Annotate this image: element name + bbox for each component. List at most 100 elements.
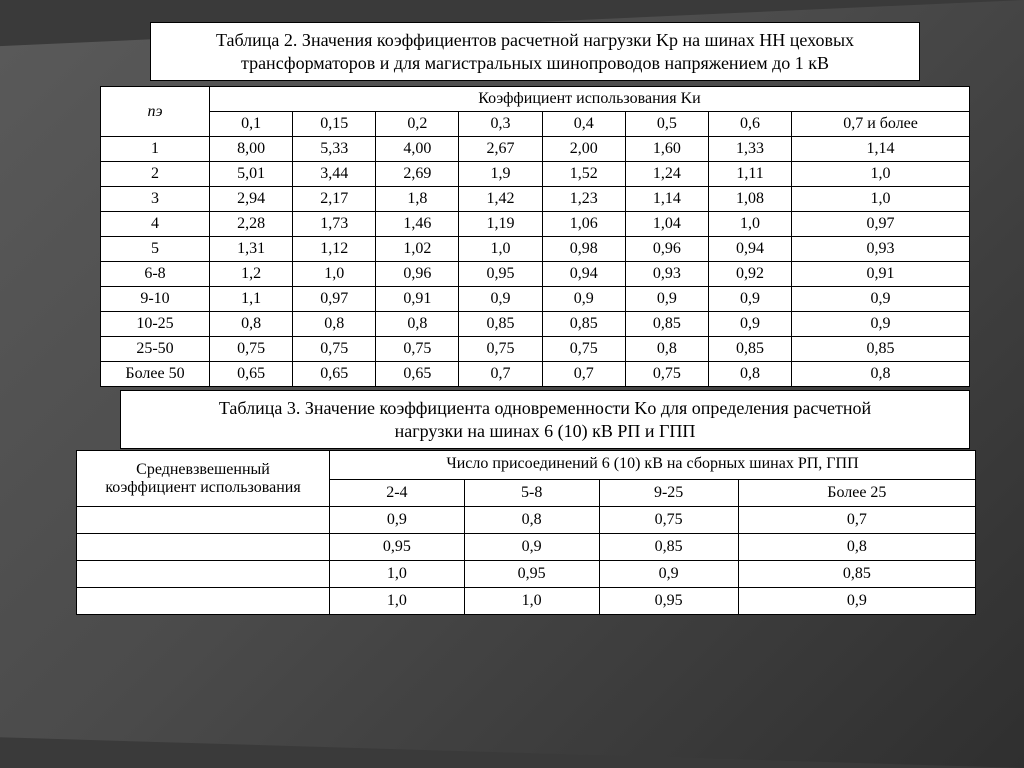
slide-stage: Таблица 2. Значения коэффициентов расчет…: [0, 0, 1024, 768]
table2-row: 25,013,442,691,91,521,241,111,0: [101, 162, 970, 187]
table2-row-label: 2: [101, 162, 210, 187]
table2-cell: 1,0: [792, 187, 970, 212]
table2-cell: 0,65: [293, 362, 376, 387]
table2-row-label: 10-25: [101, 312, 210, 337]
table3-header-row1: Средневзвешенный коэффициент использован…: [77, 451, 976, 480]
table2-cell: 1,08: [708, 187, 791, 212]
table2-col: 0,6: [708, 112, 791, 137]
table3-col: 9-25: [599, 480, 738, 507]
table2-cell: 0,96: [625, 237, 708, 262]
table2-cell: 1,11: [708, 162, 791, 187]
table2-cell: 1,14: [792, 137, 970, 162]
table2-cell: 1,60: [625, 137, 708, 162]
table2-cell: 0,7: [542, 362, 625, 387]
table2-cell: 0,75: [625, 362, 708, 387]
table3-row-label: [77, 507, 330, 534]
table2-cell: 0,94: [542, 262, 625, 287]
table2-cell: 0,91: [376, 287, 459, 312]
table2-cell: 0,85: [625, 312, 708, 337]
table2-colgroup-label: Коэффициент использования Kи: [210, 87, 970, 112]
table3-row-label: [77, 561, 330, 588]
table2-cell: 1,9: [459, 162, 542, 187]
table2-cell: 1,12: [293, 237, 376, 262]
table3-cell: 1,0: [330, 588, 465, 615]
table2-row-label: 3: [101, 187, 210, 212]
table2-cell: 0,92: [708, 262, 791, 287]
table3-row: 1,00,950,90,85: [77, 561, 976, 588]
table2-row: 9-101,10,970,910,90,90,90,90,9: [101, 287, 970, 312]
table2-col: 0,7 и более: [792, 112, 970, 137]
table2-cell: 0,85: [708, 337, 791, 362]
table2-cell: 1,06: [542, 212, 625, 237]
table2-cell: 0,7: [459, 362, 542, 387]
table3-cell: 0,95: [599, 588, 738, 615]
table2-cell: 2,67: [459, 137, 542, 162]
table3-col: Более 25: [738, 480, 975, 507]
table2-cell: 2,69: [376, 162, 459, 187]
table2-cell: 1,31: [210, 237, 293, 262]
table2-cell: 1,0: [792, 162, 970, 187]
table2-rowhdr: nэ: [101, 87, 210, 137]
table3-row-label: [77, 534, 330, 561]
table2-cell: 3,44: [293, 162, 376, 187]
table3-title-line2: нагрузки на шинах 6 (10) кВ РП и ГПП: [395, 421, 696, 441]
table2-cell: 1,52: [542, 162, 625, 187]
table2-cell: 0,85: [792, 337, 970, 362]
table2-cell: 0,9: [708, 287, 791, 312]
table2-cell: 8,00: [210, 137, 293, 162]
table2-cell: 0,8: [708, 362, 791, 387]
table2-cell: 0,95: [459, 262, 542, 287]
table2-title-line1: Таблица 2. Значения коэффициентов расчет…: [216, 30, 854, 50]
table3-title: Таблица 3. Значение коэффициента одновре…: [120, 390, 970, 449]
table3-row: 0,950,90,850,8: [77, 534, 976, 561]
table2-cell: 1,23: [542, 187, 625, 212]
table3-title-line1: Таблица 3. Значение коэффициента одновре…: [219, 398, 871, 418]
table2-cell: 0,85: [542, 312, 625, 337]
table3-cell: 1,0: [464, 588, 599, 615]
table3-cell: 1,0: [330, 561, 465, 588]
table2-col: 0,3: [459, 112, 542, 137]
table2-cell: 1,0: [293, 262, 376, 287]
table2-cell: 0,8: [210, 312, 293, 337]
table2-title-line2: трансформаторов и для магистральных шино…: [241, 53, 829, 73]
table3-cell: 0,95: [464, 561, 599, 588]
table2-row: 6-81,21,00,960,950,940,930,920,91: [101, 262, 970, 287]
table2-cell: 1,04: [625, 212, 708, 237]
table2-row-label: 1: [101, 137, 210, 162]
table2-cell: 0,75: [210, 337, 293, 362]
table3-cell: 0,8: [464, 507, 599, 534]
table2-cell: 0,75: [459, 337, 542, 362]
table2-cell: 2,17: [293, 187, 376, 212]
table2-cell: 0,91: [792, 262, 970, 287]
table2-cell: 1,2: [210, 262, 293, 287]
table2-cell: 0,8: [293, 312, 376, 337]
table2-cell: 1,14: [625, 187, 708, 212]
table2-cell: 1,0: [708, 212, 791, 237]
table2-cell: 0,93: [625, 262, 708, 287]
table2-cell: 1,24: [625, 162, 708, 187]
table2: nэ Коэффициент использования Kи 0,1 0,15…: [100, 86, 970, 387]
table2-title: Таблица 2. Значения коэффициентов расчет…: [150, 22, 920, 81]
table2-cell: 0,8: [625, 337, 708, 362]
table2-cell: 1,1: [210, 287, 293, 312]
table3-row: 0,90,80,750,7: [77, 507, 976, 534]
table2-header-row1: nэ Коэффициент использования Kи: [101, 87, 970, 112]
table2-cell: 1,33: [708, 137, 791, 162]
table3-cell: 0,8: [738, 534, 975, 561]
table3-cell: 0,85: [599, 534, 738, 561]
table2-header-row2: 0,1 0,15 0,2 0,3 0,4 0,5 0,6 0,7 и более: [101, 112, 970, 137]
table2-cell: 0,9: [625, 287, 708, 312]
table2-row-label: 4: [101, 212, 210, 237]
table2-cell: 0,75: [376, 337, 459, 362]
table2-cell: 0,97: [792, 212, 970, 237]
table2-cell: 0,9: [792, 312, 970, 337]
table2-row-label: 25-50: [101, 337, 210, 362]
table2-cell: 1,8: [376, 187, 459, 212]
table3-rowhdr-l1: Средневзвешенный: [136, 461, 270, 478]
table2-cell: 1,0: [459, 237, 542, 262]
table2-cell: 0,9: [708, 312, 791, 337]
table2-cell: 0,9: [459, 287, 542, 312]
table2-row: 51,311,121,021,00,980,960,940,93: [101, 237, 970, 262]
table2-row: 42,281,731,461,191,061,041,00,97: [101, 212, 970, 237]
table2-row-label: 5: [101, 237, 210, 262]
